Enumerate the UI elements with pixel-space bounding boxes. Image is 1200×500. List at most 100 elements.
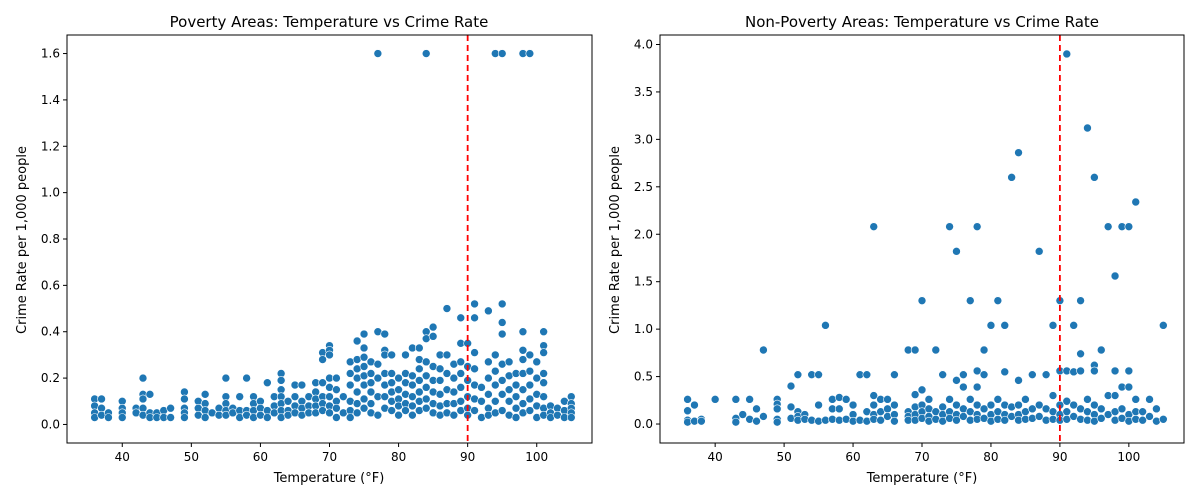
data-point — [821, 321, 830, 330]
data-point — [539, 348, 548, 357]
y-tick-label: 0.0 — [41, 417, 60, 431]
data-point — [1034, 400, 1044, 410]
data-point — [931, 345, 941, 355]
data-point — [345, 413, 355, 422]
y-tick-label: 0.2 — [41, 371, 60, 385]
data-point — [490, 366, 500, 376]
data-point — [394, 373, 403, 383]
data-point — [848, 400, 858, 410]
data-point — [200, 413, 210, 422]
poverty-x-axis-label: Temperature (°F) — [273, 471, 385, 486]
data-point — [345, 380, 355, 390]
data-point — [497, 49, 507, 58]
data-point — [869, 222, 879, 231]
data-point — [442, 350, 452, 360]
data-point — [525, 406, 535, 415]
data-point — [1096, 345, 1106, 355]
data-point — [504, 396, 514, 406]
data-point — [710, 395, 720, 404]
x-tick-label: 60 — [845, 450, 860, 464]
data-point — [1124, 382, 1134, 392]
data-point — [428, 322, 438, 332]
data-point — [490, 396, 500, 406]
data-point — [456, 383, 466, 392]
data-point — [539, 378, 548, 388]
data-point — [924, 395, 934, 404]
data-point — [938, 370, 947, 379]
data-point — [414, 343, 424, 353]
data-point — [697, 416, 706, 426]
data-point — [786, 381, 796, 391]
data-point — [263, 378, 272, 388]
data-point — [394, 410, 403, 420]
data-point — [387, 406, 396, 415]
data-point — [497, 329, 507, 339]
y-tick-label: 1.2 — [41, 139, 60, 153]
data-point — [1083, 395, 1092, 404]
data-point — [869, 391, 879, 400]
data-point — [890, 416, 899, 426]
data-point — [841, 395, 851, 404]
data-point — [414, 364, 424, 374]
data-point — [862, 370, 872, 379]
data-point — [690, 400, 699, 410]
data-point — [352, 399, 362, 408]
data-point — [166, 413, 175, 422]
data-point — [283, 396, 293, 406]
x-tick-label: 90 — [1052, 450, 1067, 464]
data-point — [366, 378, 376, 388]
data-point — [345, 369, 355, 378]
data-point — [1000, 415, 1010, 425]
data-point — [759, 345, 768, 355]
data-point — [325, 392, 334, 401]
data-point — [435, 390, 445, 399]
data-point — [979, 370, 989, 379]
data-point — [910, 390, 920, 399]
data-point — [1159, 321, 1168, 330]
data-point — [380, 329, 390, 339]
data-point — [518, 355, 528, 364]
data-point — [332, 403, 341, 413]
data-point — [959, 370, 968, 379]
data-point — [1096, 414, 1106, 423]
data-point — [1145, 412, 1154, 421]
data-point — [945, 222, 954, 231]
data-point — [1117, 404, 1127, 414]
data-point — [511, 392, 521, 401]
data-point — [793, 370, 803, 379]
data-point — [683, 395, 692, 404]
data-point — [772, 404, 782, 414]
non-poverty-y-axis-label: Crime Rate per 1,000 people — [608, 146, 623, 334]
data-point — [145, 390, 155, 399]
data-point — [366, 387, 376, 397]
data-point — [401, 350, 410, 360]
data-point — [518, 385, 528, 394]
data-point — [318, 355, 327, 364]
data-point — [456, 313, 466, 323]
data-point — [242, 373, 251, 383]
data-point — [456, 369, 466, 378]
data-point — [352, 336, 362, 346]
data-point — [180, 413, 189, 422]
data-point — [869, 400, 879, 410]
data-point — [484, 373, 493, 383]
data-point — [965, 296, 975, 305]
data-point — [910, 345, 920, 355]
data-point — [484, 390, 493, 399]
data-point — [518, 399, 528, 408]
data-point — [276, 376, 286, 385]
data-point — [117, 413, 127, 422]
data-point — [952, 376, 961, 385]
data-point — [339, 392, 348, 401]
data-point — [449, 373, 459, 383]
data-point — [952, 400, 961, 410]
data-point — [408, 371, 417, 381]
data-point — [1124, 366, 1134, 376]
y-tick-label: 3.5 — [634, 85, 653, 99]
data-point — [325, 408, 334, 418]
data-point — [525, 394, 535, 404]
data-point — [532, 357, 542, 367]
data-point — [373, 359, 383, 369]
y-tick-label: 0.5 — [634, 370, 653, 384]
